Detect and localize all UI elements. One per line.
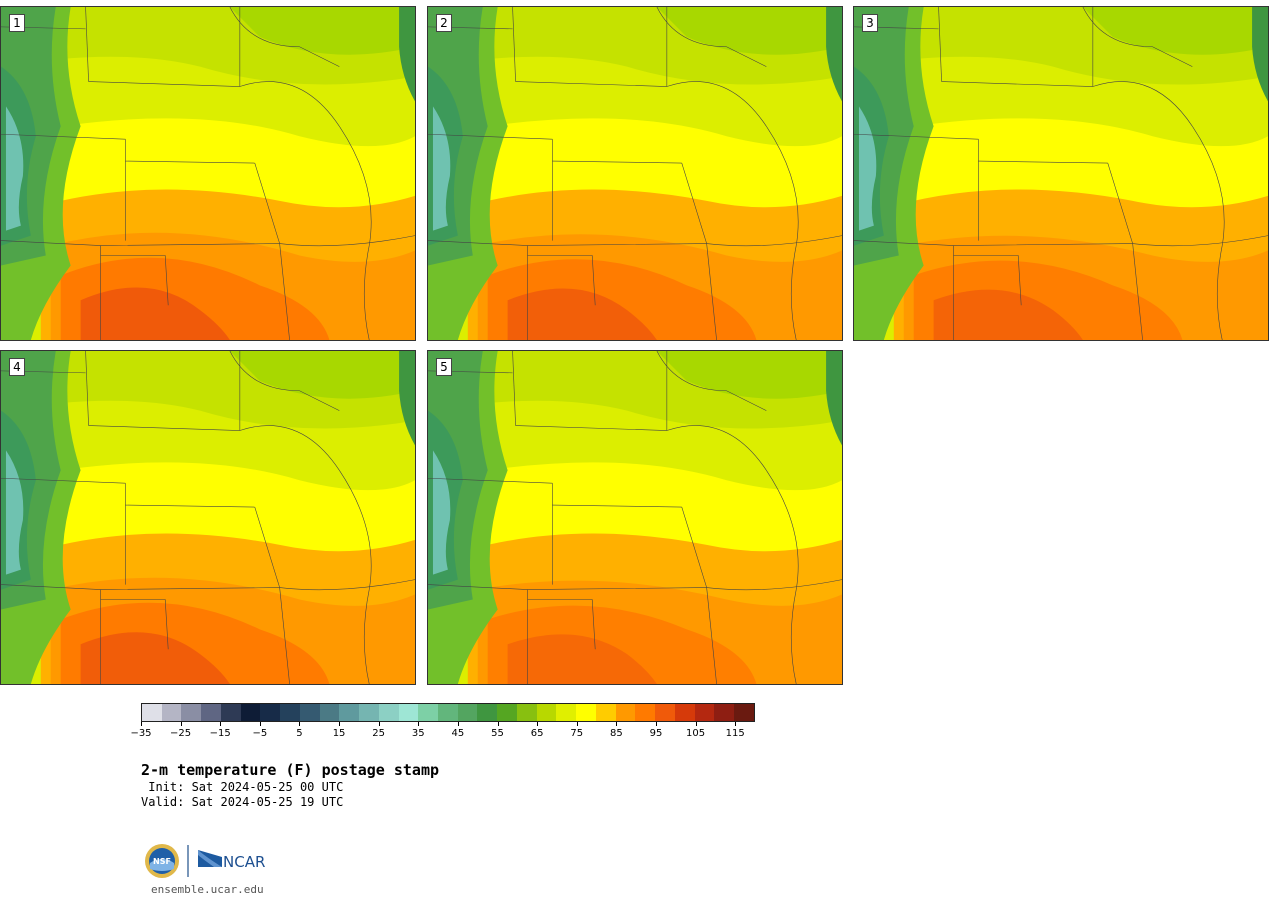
colorbar-tick xyxy=(497,722,499,726)
colorbar-swatch xyxy=(497,704,517,721)
colorbar-swatch xyxy=(142,704,162,721)
stamp-panel-4: 4 xyxy=(0,350,416,685)
colorbar-tick-label: 35 xyxy=(411,728,425,739)
colorbar-tick-label: 25 xyxy=(372,728,386,739)
colorbar-swatch xyxy=(556,704,577,721)
chart-title: 2-m temperature (F) postage stamp xyxy=(141,761,440,779)
colorbar-swatch xyxy=(260,704,281,721)
temperature-map xyxy=(1,351,415,684)
website-link[interactable]: ensemble.ucar.edu xyxy=(151,883,264,896)
colorbar-tick xyxy=(537,722,539,726)
stamp-panel-1: 1 xyxy=(0,6,416,341)
colorbar-tick xyxy=(378,722,380,726)
colorbar-swatch xyxy=(280,704,300,721)
colorbar-swatch xyxy=(438,704,458,721)
temperature-map xyxy=(1,7,415,340)
colorbar-tick xyxy=(576,722,578,726)
colorbar-swatch xyxy=(595,704,616,721)
panel-number: 3 xyxy=(862,14,878,32)
stamp-panel-2: 2 xyxy=(427,6,843,341)
colorbar-tick xyxy=(180,722,182,726)
colorbar-tick-label: 85 xyxy=(609,728,623,739)
temperature-map xyxy=(854,7,1268,340)
stamp-panel-3: 3 xyxy=(853,6,1269,341)
colorbar-swatch xyxy=(734,704,754,721)
colorbar-swatch xyxy=(457,704,478,721)
colorbar-swatch xyxy=(576,704,596,721)
colorbar-swatch xyxy=(378,704,399,721)
colorbar-swatch xyxy=(220,704,241,721)
colorbar-swatch xyxy=(201,704,221,721)
panel-number: 4 xyxy=(9,358,25,376)
colorbar-tick xyxy=(695,722,697,726)
colorbar-swatch xyxy=(655,704,675,721)
ncar-wordmark: NCAR xyxy=(223,853,265,871)
valid-time: Valid: Sat 2024-05-25 19 UTC xyxy=(141,795,344,809)
colorbar-swatch xyxy=(516,704,537,721)
colorbar-tick xyxy=(141,722,142,726)
colorbar-tick-label: 115 xyxy=(725,728,745,739)
colorbar-swatch xyxy=(536,704,557,721)
colorbar-tick-label: 5 xyxy=(296,728,303,739)
colorbar-swatch xyxy=(418,704,439,721)
colorbar-swatch xyxy=(339,704,360,721)
nsf-ncar-logo: NSF NCAR xyxy=(145,844,265,878)
colorbar-swatch xyxy=(615,704,636,721)
colorbar-swatch xyxy=(398,704,419,721)
colorbar-swatch xyxy=(694,704,715,721)
colorbar-tick xyxy=(457,722,459,726)
colorbar-ticks: −35 −25 −15 −5 5 15 25 35 45 55 65 75 85 95 105 115 xyxy=(130,722,755,742)
colorbar-tick-label: 15 xyxy=(332,728,346,739)
colorbar-swatch xyxy=(477,704,498,721)
panel-number: 5 xyxy=(436,358,452,376)
nsf-seal-icon: NSF xyxy=(145,844,179,878)
colorbar-tick-label: −35 xyxy=(130,728,152,739)
colorbar-swatch xyxy=(359,704,379,721)
ncar-logo-icon xyxy=(198,850,222,867)
panel-number: 1 xyxy=(9,14,25,32)
colorbar-swatch xyxy=(635,704,656,721)
init-time: Init: Sat 2024-05-25 00 UTC xyxy=(141,780,344,794)
colorbar-tick xyxy=(259,722,261,726)
colorbar-tick-label: 45 xyxy=(451,728,465,739)
panel-number: 2 xyxy=(436,14,452,32)
colorbar-tick-label: 55 xyxy=(491,728,504,739)
colorbar-swatch xyxy=(161,704,182,721)
colorbar-tick xyxy=(220,722,222,726)
stamp-panel-5: 5 xyxy=(427,350,843,685)
temperature-map xyxy=(428,7,842,340)
colorbar-tick xyxy=(735,722,737,726)
colorbar-tick xyxy=(616,722,618,726)
temperature-map xyxy=(428,351,842,684)
colorbar-tick-label: −25 xyxy=(170,728,192,739)
colorbar-tick xyxy=(339,722,341,726)
colorbar-tick-label: −15 xyxy=(209,728,231,739)
svg-text:NSF: NSF xyxy=(153,857,171,866)
colorbar-tick-label: 75 xyxy=(570,728,584,739)
colorbar-swatch xyxy=(319,704,340,721)
colorbar-tick-label: 65 xyxy=(530,728,544,739)
colorbar-swatch xyxy=(299,704,320,721)
colorbar xyxy=(141,703,755,722)
colorbar-swatch xyxy=(240,704,261,721)
colorbar-swatch xyxy=(181,704,202,721)
colorbar-tick xyxy=(418,722,420,726)
colorbar-tick xyxy=(655,722,657,726)
colorbar-swatch xyxy=(674,704,695,721)
colorbar-tick xyxy=(299,722,301,726)
colorbar-tick-label: 105 xyxy=(686,728,706,739)
colorbar-tick-label: −5 xyxy=(252,728,268,739)
colorbar-tick-label: 95 xyxy=(649,728,663,739)
colorbar-swatch xyxy=(714,704,735,721)
